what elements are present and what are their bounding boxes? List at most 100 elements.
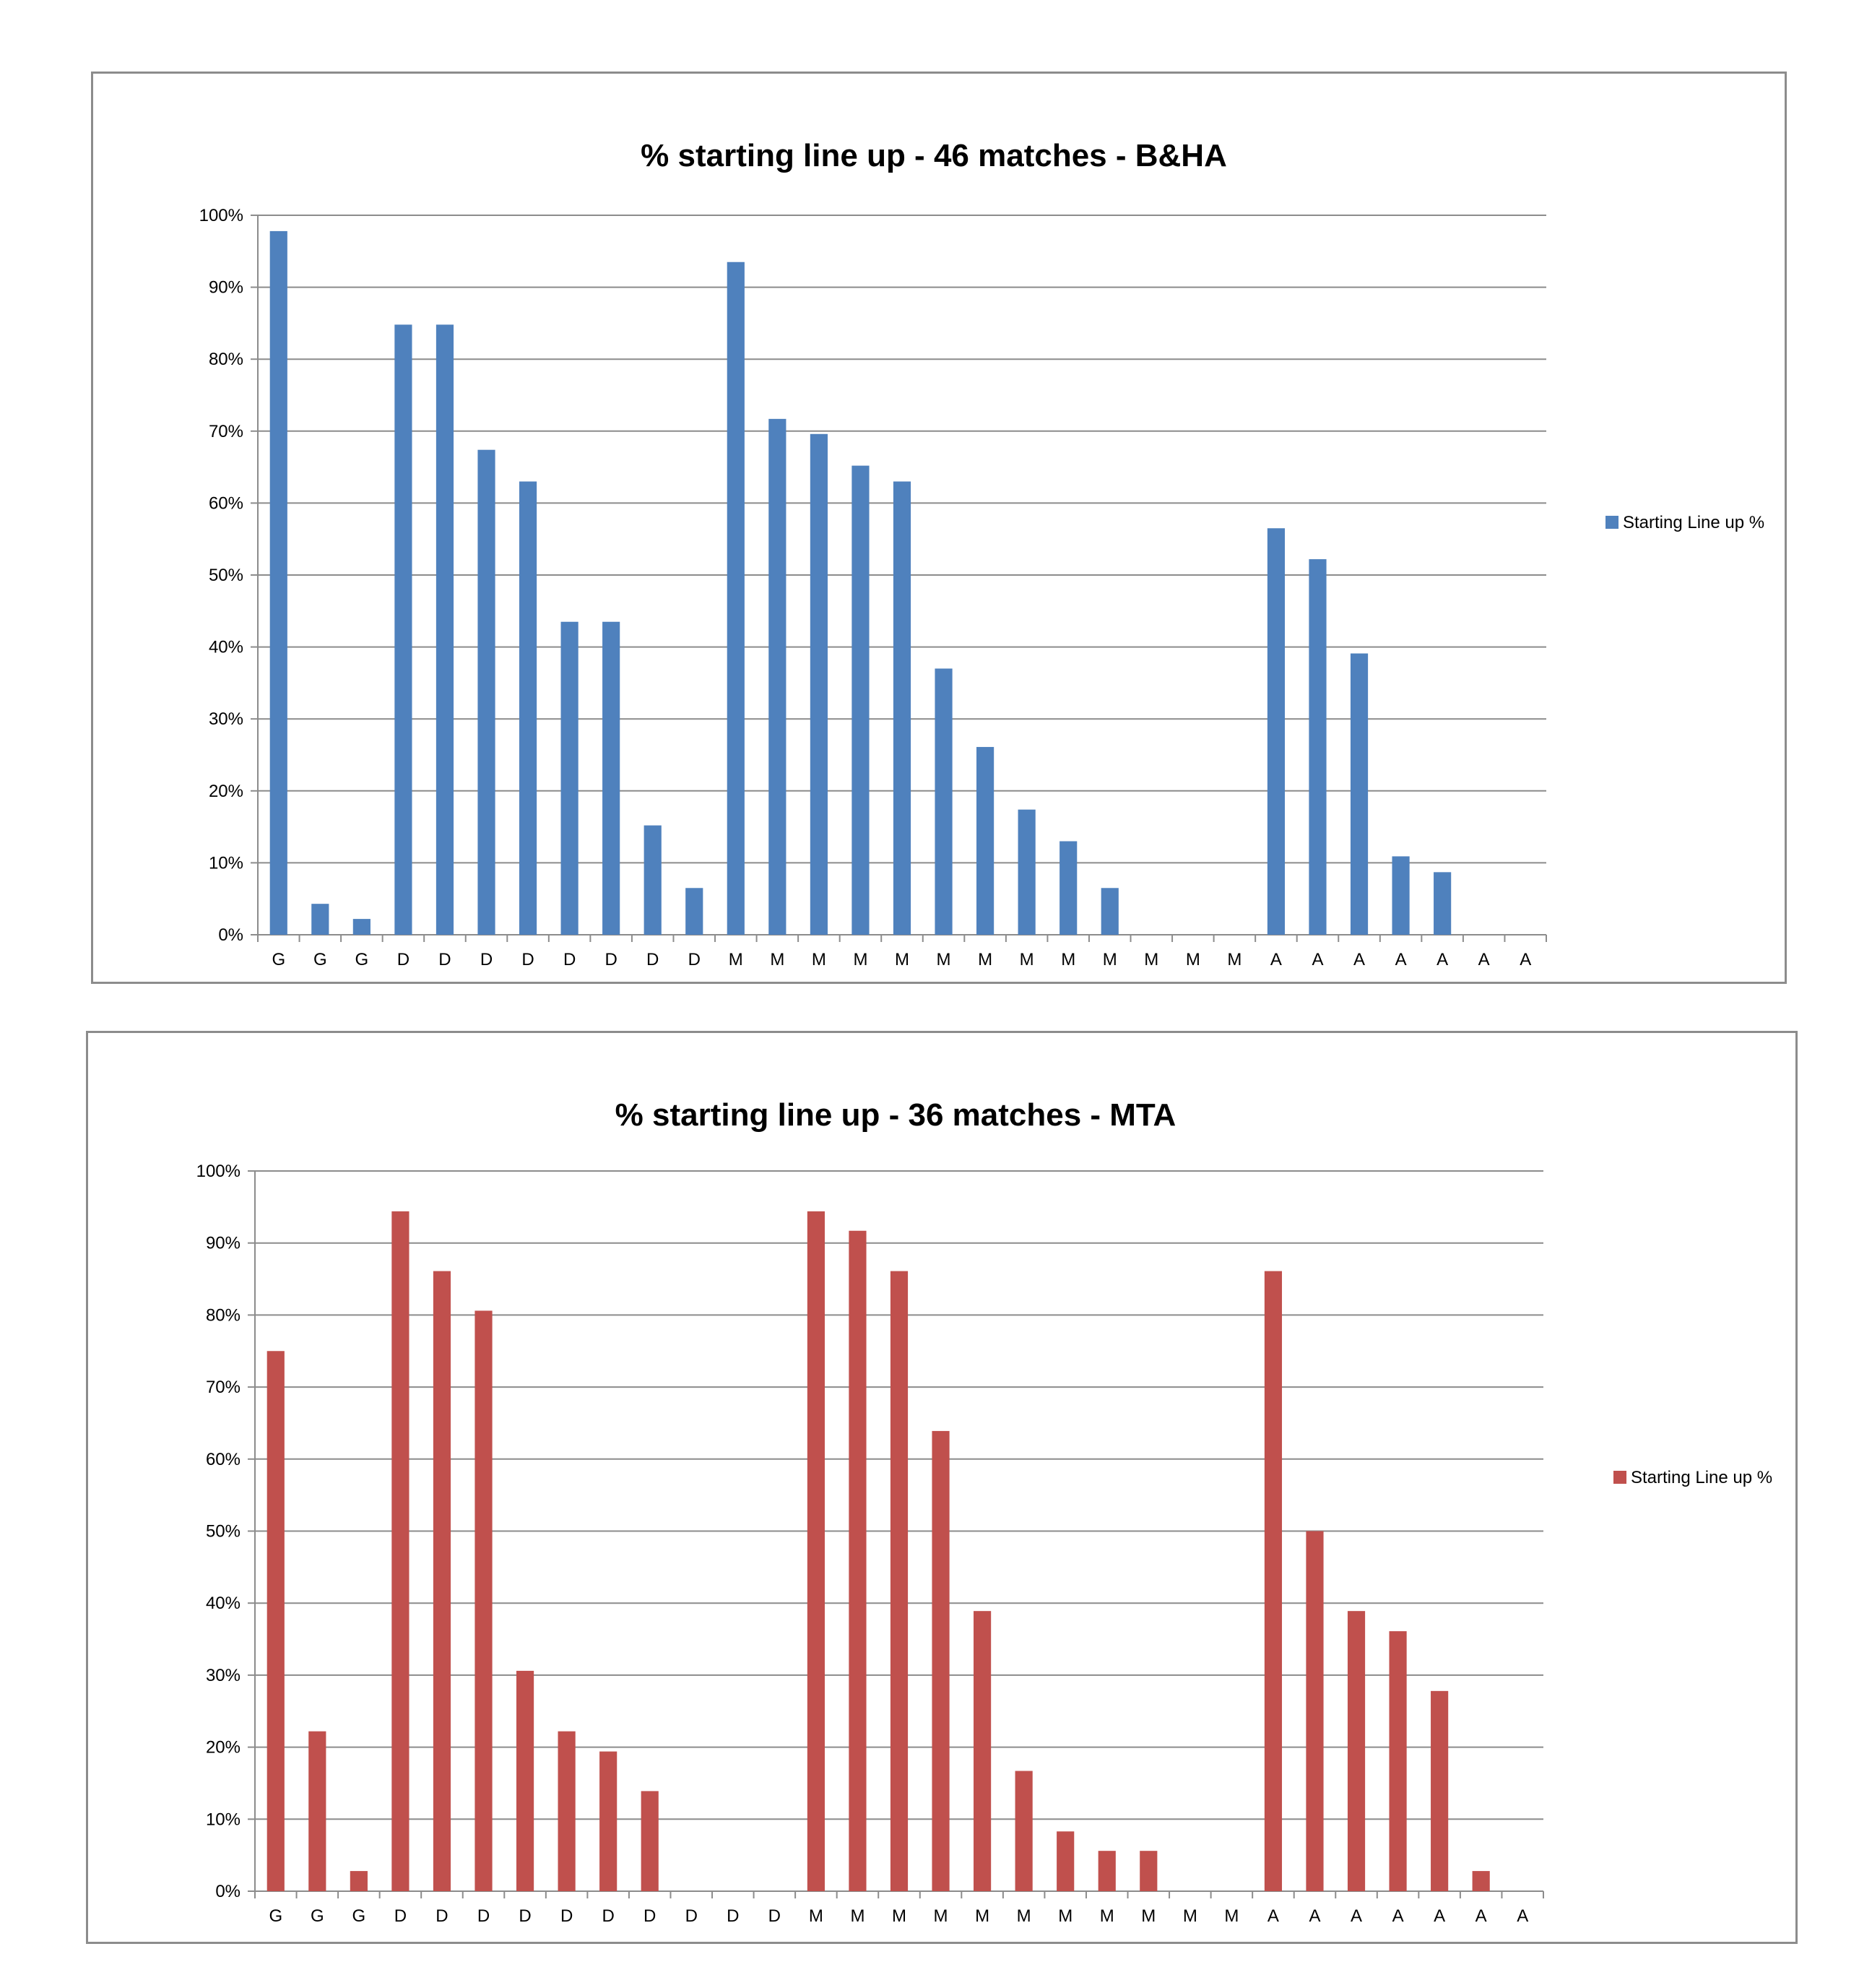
x-tick-label: A <box>1353 950 1365 969</box>
chart-bha: % starting line up - 46 matches - B&HA 0… <box>199 138 1765 969</box>
x-tick-label: D <box>436 1906 448 1926</box>
bar <box>477 449 495 935</box>
bar <box>311 904 329 935</box>
x-tick-label: G <box>355 950 369 969</box>
bar <box>1434 872 1452 935</box>
chart-title: % starting line up - 46 matches - B&HA <box>641 138 1227 173</box>
legend-swatch <box>1606 516 1618 529</box>
y-tick-label: 80% <box>206 1305 240 1325</box>
x-tick-label: A <box>1395 950 1407 969</box>
x-tick-label: A <box>1517 1906 1528 1926</box>
x-tick-label: M <box>1017 1906 1031 1926</box>
y-tick-label: 90% <box>209 278 243 298</box>
x-tick-label: A <box>1436 950 1448 969</box>
bar <box>641 1791 659 1891</box>
y-tick-label: 50% <box>206 1522 240 1542</box>
bar <box>1060 841 1078 935</box>
x-tick-label: D <box>480 950 493 969</box>
y-tick-label: 70% <box>209 422 243 441</box>
bar <box>1267 528 1286 935</box>
bar <box>1431 1690 1449 1891</box>
x-tick-label: M <box>1186 950 1200 969</box>
y-tick-label: 0% <box>215 1882 240 1901</box>
x-tick-label: D <box>521 950 534 969</box>
bar <box>1140 1851 1158 1891</box>
bar <box>602 621 620 935</box>
x-tick-label: D <box>560 1906 573 1926</box>
bar <box>849 1230 867 1891</box>
y-tick-label: 10% <box>209 853 243 873</box>
x-tick-label: M <box>1224 1906 1239 1926</box>
bar <box>1309 559 1327 935</box>
y-tick-label: 60% <box>206 1450 240 1469</box>
bar <box>599 1751 618 1891</box>
bar <box>727 262 745 935</box>
y-tick-label: 70% <box>206 1378 240 1397</box>
y-tick-label: 60% <box>209 493 243 513</box>
x-tick-label: M <box>1183 1906 1197 1926</box>
x-tick-label: M <box>1141 1906 1156 1926</box>
x-tick-label: M <box>1100 1906 1114 1926</box>
bar <box>1101 888 1119 935</box>
x-tick-label: M <box>812 950 826 969</box>
x-tick-label: D <box>727 1906 739 1926</box>
chart-panel-bha: % starting line up - 46 matches - B&HA 0… <box>91 72 1787 984</box>
bar <box>974 1611 992 1891</box>
x-tick-label: D <box>685 1906 698 1926</box>
x-tick-label: A <box>1309 1906 1320 1926</box>
x-tick-label: D <box>394 1906 407 1926</box>
bar <box>644 825 662 935</box>
bar <box>1264 1271 1283 1891</box>
x-tick-label: M <box>937 950 951 969</box>
x-tick-label: M <box>975 1906 989 1926</box>
bar <box>1392 856 1410 935</box>
bar <box>1018 809 1036 935</box>
x-tick-label: A <box>1434 1906 1445 1926</box>
bar <box>935 668 953 935</box>
bar <box>1306 1531 1324 1891</box>
bar <box>352 919 370 935</box>
y-tick-label: 80% <box>209 350 243 369</box>
bar <box>394 324 412 935</box>
x-tick-label: D <box>688 950 701 969</box>
bar <box>269 230 287 935</box>
x-tick-label: A <box>1392 1906 1404 1926</box>
x-tick-label: A <box>1351 1906 1362 1926</box>
bar <box>519 481 537 935</box>
bar <box>391 1211 410 1891</box>
bar <box>1350 653 1369 935</box>
bar <box>932 1430 950 1891</box>
x-tick-label: D <box>519 1906 531 1926</box>
x-tick-label: M <box>1020 950 1034 969</box>
x-tick-label: M <box>770 950 784 969</box>
chart-mta: % starting line up - 36 matches - MTA 0%… <box>196 1097 1773 1926</box>
x-tick-label: D <box>602 1906 614 1926</box>
bar <box>1389 1631 1407 1891</box>
bar <box>516 1670 534 1891</box>
y-tick-label: 100% <box>196 1162 240 1181</box>
legend-swatch <box>1613 1471 1626 1484</box>
x-tick-label: D <box>646 950 659 969</box>
chart-panel-mta: % starting line up - 36 matches - MTA 0%… <box>86 1031 1798 1944</box>
x-tick-label: G <box>311 1906 324 1926</box>
x-tick-label: M <box>895 950 909 969</box>
y-tick-label: 0% <box>218 925 243 945</box>
bar <box>433 1271 451 1891</box>
x-tick-label: M <box>1144 950 1158 969</box>
x-tick-label: G <box>352 1906 366 1926</box>
bar <box>1015 1771 1033 1891</box>
bar <box>890 1271 909 1891</box>
x-tick-label: D <box>438 950 451 969</box>
bar <box>560 621 578 935</box>
y-tick-label: 10% <box>206 1810 240 1829</box>
bar <box>558 1731 576 1891</box>
x-tick-label: D <box>768 1906 781 1926</box>
bar <box>852 465 870 935</box>
x-tick-label: A <box>1478 950 1490 969</box>
chart-title: % starting line up - 36 matches - MTA <box>615 1097 1176 1133</box>
bar <box>810 433 828 935</box>
x-tick-label: M <box>729 950 743 969</box>
x-tick-label: M <box>1103 950 1117 969</box>
y-tick-label: 40% <box>209 638 243 657</box>
x-tick-label: M <box>978 950 992 969</box>
